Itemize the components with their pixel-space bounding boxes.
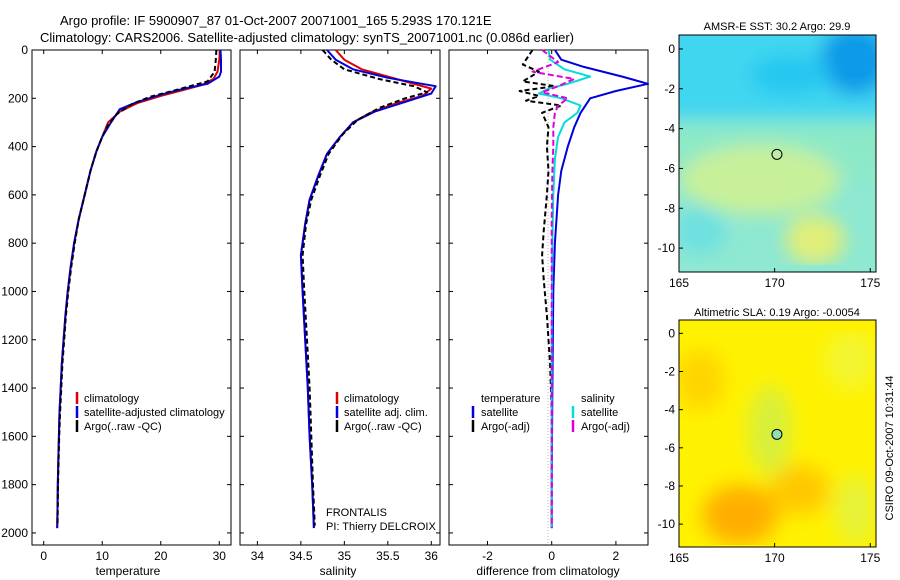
- legend-label-sal-argo: Argo(-adj): [581, 421, 630, 433]
- salinity-ticks: 34 34.5 35 35.5 36: [240, 49, 440, 563]
- legend-label-temp-argo: Argo(-adj): [481, 421, 530, 433]
- temperature-legend: climatology satellite-adjusted climatolo…: [75, 392, 225, 433]
- sla-map-title: Altimetric SLA: 0.19 Argo: -0.0054: [694, 307, 860, 319]
- x-tick-label: 35: [338, 549, 352, 563]
- temperature-series: [56, 49, 222, 529]
- y-tick-label: 400: [8, 140, 28, 154]
- map-x-tick-label: 175: [860, 551, 880, 565]
- x-tick-label: 36: [425, 549, 439, 563]
- map-y-tick-label: -6: [664, 161, 675, 175]
- series-line-salinity-satellite: [537, 49, 592, 529]
- y-tick-label: 0: [21, 43, 28, 57]
- map-x-tick-label: 170: [765, 276, 785, 290]
- figure-title-line1: Argo profile: IF 5900907_87 01-Oct-2007 …: [60, 13, 492, 28]
- difference-ticks: -2 0 2: [449, 49, 648, 563]
- sla-ticks: 165 170 175 0 -2 -4 -6 -8 -10: [658, 326, 881, 565]
- x-tick-label: -2: [482, 549, 493, 563]
- y-tick-label: 600: [8, 188, 28, 202]
- sla-argo-location-marker: [771, 428, 783, 440]
- x-tick-label: 30: [213, 549, 227, 563]
- difference-xlabel: difference from climatology: [476, 564, 619, 578]
- x-tick-label: 10: [96, 549, 110, 563]
- map-y-tick-label: 0: [668, 326, 675, 340]
- x-tick-label: 0: [548, 549, 555, 563]
- map-y-tick-label: -10: [658, 517, 676, 531]
- legend-title-temperature: temperature: [481, 393, 540, 405]
- map-x-tick-label: 165: [669, 276, 689, 290]
- difference-panel: -2 0 2 temperature satellite Argo(-adj) sa…: [448, 49, 649, 578]
- series-line-salinity-argo-adj: [531, 49, 576, 529]
- sst-heatmap: [679, 35, 876, 272]
- legend-label-sal-satellite: satellite: [581, 407, 618, 419]
- salinity-axes-box: [239, 49, 441, 546]
- map-y-tick-label: -4: [664, 403, 675, 417]
- legend-label-satellite: satellite-adjusted climatology: [84, 407, 225, 419]
- salinity-xlabel: salinity: [320, 564, 357, 578]
- y-tick-label: 1800: [1, 478, 28, 492]
- legend-label-argo: Argo(..raw -QC): [344, 421, 422, 433]
- series-line-temperature-satellite: [550, 49, 649, 529]
- y-tick-label: 1000: [1, 284, 28, 298]
- temperature-axes-box: [31, 49, 232, 546]
- salinity-panel: 34 34.5 35 35.5 36 climatology satellite adj…: [239, 49, 441, 578]
- x-tick-label: 34: [251, 549, 265, 563]
- map-y-tick-label: -4: [664, 122, 675, 136]
- map-y-tick-label: -2: [664, 82, 675, 96]
- y-tick-label: 1400: [1, 381, 28, 395]
- difference-legend: temperature satellite Argo(-adj) salinit…: [471, 393, 630, 433]
- y-tick-label: 1600: [1, 429, 28, 443]
- salinity-series: [299, 49, 437, 529]
- legend-label-argo: Argo(..raw -QC): [84, 421, 162, 433]
- map-x-tick-label: 175: [860, 276, 880, 290]
- legend-title-salinity: salinity: [581, 393, 615, 405]
- y-tick-label: 2000: [1, 526, 28, 540]
- sst-map-panel: AMSR-E SST: 30.2 Argo: 29.9 165 170 175 0 -2…: [658, 21, 881, 290]
- x-tick-label: 20: [154, 549, 168, 563]
- series-line-argo-raw-qc: [301, 49, 428, 526]
- sst-map-title: AMSR-E SST: 30.2 Argo: 29.9: [704, 21, 851, 33]
- legend-label-satellite: satellite adj. clim.: [344, 407, 428, 419]
- figure-title-line2: Climatology: CARS2006. Satellite-adjuste…: [40, 30, 574, 45]
- legend-label-temp-satellite: satellite: [481, 407, 518, 419]
- map-x-tick-label: 170: [765, 551, 785, 565]
- float-name: FRONTALIS: [326, 507, 387, 519]
- map-x-tick-label: 165: [669, 551, 689, 565]
- legend-label-climatology: climatology: [84, 393, 140, 405]
- sst-argo-location-marker: [771, 148, 783, 160]
- salinity-legend: climatology satellite adj. clim. Argo(..…: [335, 392, 428, 433]
- x-tick-label: 34.5: [289, 549, 313, 563]
- y-tick-label: 800: [8, 236, 28, 250]
- sst-axes-box: [678, 34, 877, 273]
- series-line-temperature-argo-adj: [518, 49, 563, 529]
- map-y-tick-label: -8: [664, 201, 675, 215]
- difference-axes-box: [448, 49, 649, 546]
- x-tick-label: 2: [613, 549, 620, 563]
- y-tick-label: 200: [8, 91, 28, 105]
- sla-map-panel: Altimetric SLA: 0.19 Argo: -0.0054 165 17…: [658, 307, 881, 565]
- map-y-tick-label: -2: [664, 365, 675, 379]
- y-tick-label: 1200: [1, 333, 28, 347]
- map-y-tick-label: 0: [668, 42, 675, 56]
- sla-axes-box: [678, 319, 877, 548]
- map-y-tick-label: -6: [664, 441, 675, 455]
- pi-name: PI: Thierry DELCROIX: [326, 521, 436, 533]
- temperature-ticks: 0 10 20 30 0 200 400 600 800 1000 1200 1400 1600 1800…: [1, 43, 231, 563]
- csiro-timestamp: CSIRO 09-Oct-2007 10:31:44: [884, 376, 896, 521]
- x-tick-label: 0: [40, 549, 47, 563]
- series-line-satellite-adj-clim: [299, 49, 437, 529]
- map-y-tick-label: -10: [658, 241, 676, 255]
- legend-label-climatology: climatology: [344, 393, 400, 405]
- x-tick-label: 35.5: [376, 549, 400, 563]
- difference-series: [518, 49, 649, 529]
- temperature-xlabel: temperature: [96, 564, 161, 578]
- series-line-argo-raw-qc: [56, 49, 218, 526]
- sst-ticks: 165 170 175 0 -2 -4 -6 -8 -10: [658, 42, 881, 290]
- map-y-tick-label: -8: [664, 479, 675, 493]
- temperature-panel: 0 10 20 30 0 200 400 600 800 1000 1200 1400 1600 1800…: [1, 43, 232, 578]
